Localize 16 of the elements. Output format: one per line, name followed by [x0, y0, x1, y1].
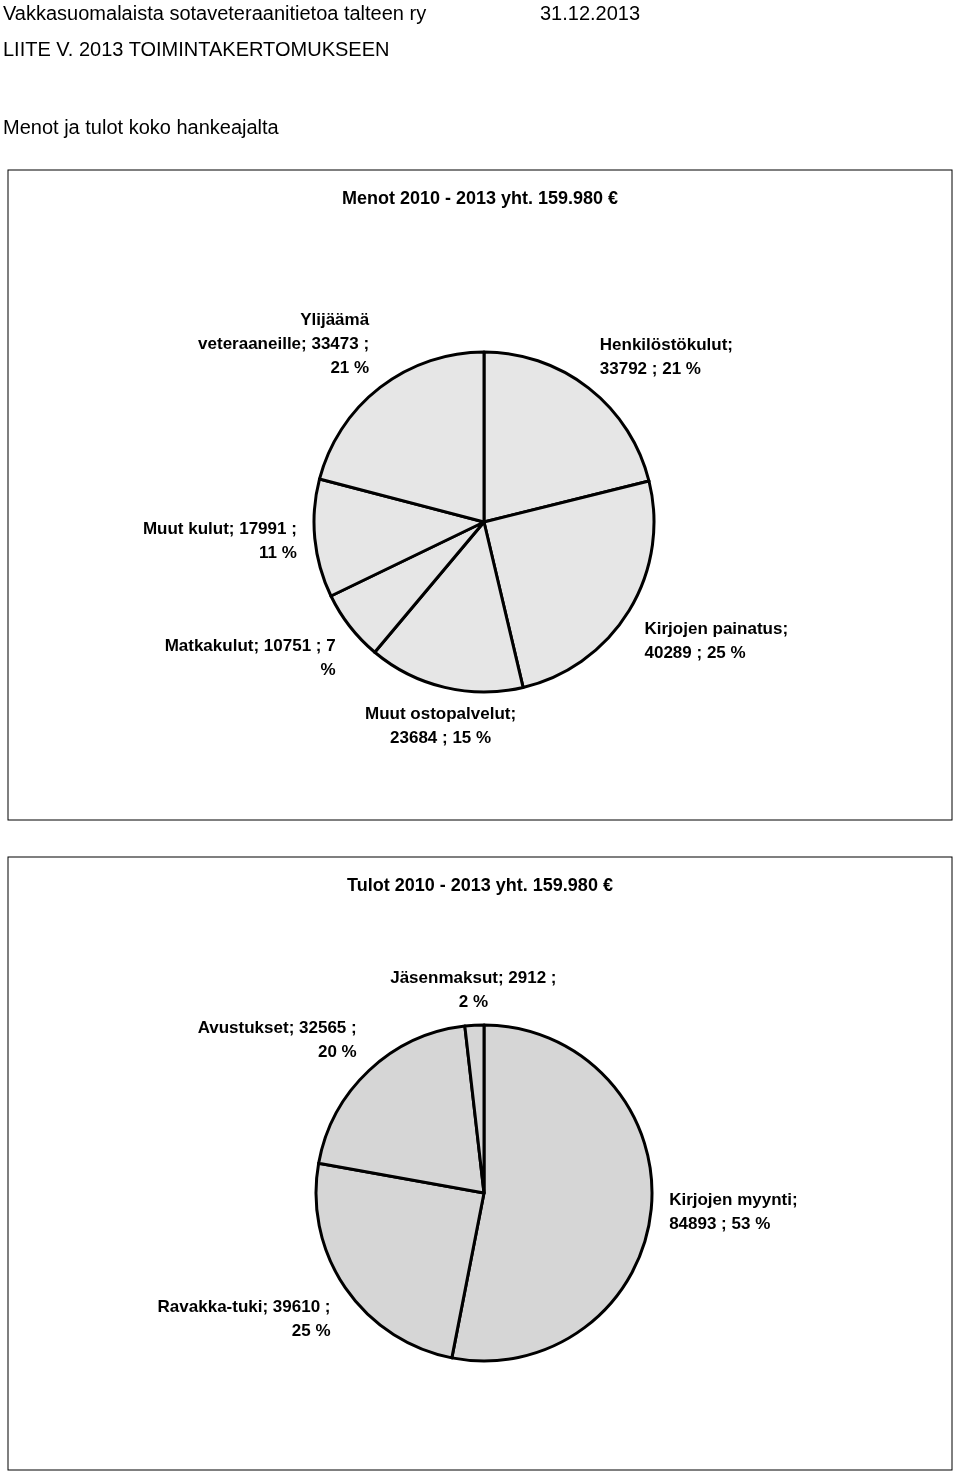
slice-label: Muut kulut; 17991 ; 11 %	[142, 519, 297, 563]
text: Vakkasuomalaista sotaveteraanitietoa talteen ry	[3, 2, 427, 24]
slice-label: Jäsenmaksut; 2912 ; 2 %	[390, 968, 557, 1012]
text: Menot ja tulot koko hankeajalta	[3, 116, 280, 138]
slice-label: Matkakulut; 10751 ; 7 %	[164, 636, 336, 680]
text: LIITE V. 2013 TOIMINTAKERTOMUKSEEN	[3, 38, 390, 60]
slice-label: Avustukset; 32565 ; 20 %	[197, 1018, 357, 1062]
slice-label: Kirjojen painatus; 40289 ; 25 %	[644, 618, 789, 662]
slice-label: Ravakka-tuki; 39610 ; 25 %	[157, 1297, 331, 1341]
slice-label: Muut ostopalvelut; 23684 ; 15 %	[365, 703, 517, 747]
slice-label: Kirjojen myynti; 84893 ; 53 %	[669, 1189, 798, 1233]
chart-title: Tulot 2010 - 2013 yht. 159.980 €	[347, 875, 613, 895]
text: 31.12.2013	[540, 2, 641, 24]
chart-title: Menot 2010 - 2013 yht. 159.980 €	[341, 188, 619, 208]
slice-label: Henkilöstökulut; 33792 ; 21 %	[599, 334, 733, 378]
slice-label: Ylijäämä veteraaneille; 33473 ; 21 %	[198, 310, 370, 378]
